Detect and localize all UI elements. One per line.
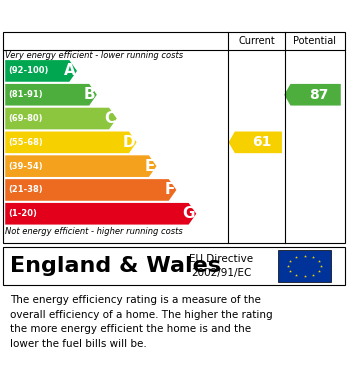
Text: Very energy efficient - lower running costs: Very energy efficient - lower running co… — [5, 52, 183, 61]
Polygon shape — [5, 84, 97, 106]
Text: 87: 87 — [309, 88, 329, 102]
Polygon shape — [5, 60, 77, 82]
Text: Energy Efficiency Rating: Energy Efficiency Rating — [10, 6, 258, 24]
Text: EU Directive
2002/91/EC: EU Directive 2002/91/EC — [189, 255, 253, 278]
Text: (21-38): (21-38) — [8, 185, 42, 194]
Text: F: F — [165, 183, 175, 197]
Text: 61: 61 — [252, 135, 271, 149]
Text: (55-68): (55-68) — [8, 138, 43, 147]
Polygon shape — [5, 108, 117, 129]
Text: D: D — [122, 135, 135, 150]
Text: (39-54): (39-54) — [8, 161, 42, 170]
Text: England & Wales: England & Wales — [10, 256, 221, 276]
Polygon shape — [229, 131, 282, 153]
Polygon shape — [5, 131, 137, 153]
Text: Not energy efficient - higher running costs: Not energy efficient - higher running co… — [5, 227, 183, 236]
Text: Current: Current — [238, 36, 275, 46]
Text: (69-80): (69-80) — [8, 114, 42, 123]
Polygon shape — [5, 179, 176, 201]
FancyBboxPatch shape — [278, 250, 331, 282]
Text: (92-100): (92-100) — [8, 66, 48, 75]
Text: G: G — [182, 206, 195, 221]
Text: (1-20): (1-20) — [8, 209, 37, 218]
Polygon shape — [5, 203, 196, 224]
Text: Potential: Potential — [293, 36, 337, 46]
Text: E: E — [145, 159, 155, 174]
Polygon shape — [284, 84, 341, 106]
Text: The energy efficiency rating is a measure of the
overall efficiency of a home. T: The energy efficiency rating is a measur… — [10, 295, 273, 348]
Text: (81-91): (81-91) — [8, 90, 42, 99]
Polygon shape — [5, 155, 157, 177]
Text: B: B — [84, 87, 95, 102]
Text: C: C — [104, 111, 115, 126]
Text: A: A — [64, 63, 76, 79]
